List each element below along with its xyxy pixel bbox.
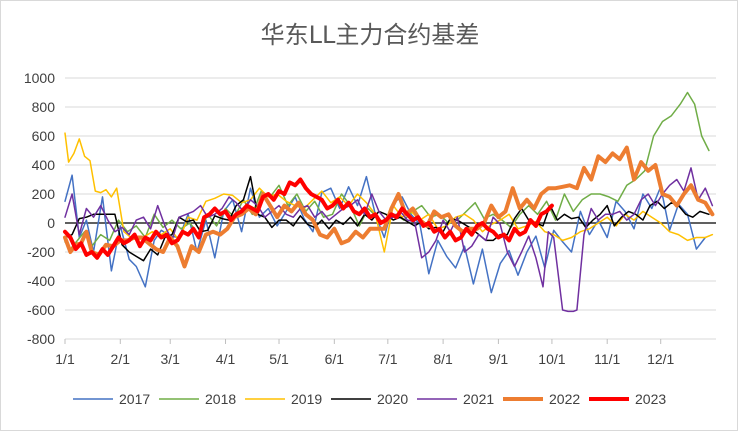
series-line-2021 <box>64 167 714 313</box>
legend-label-2022: 2022 <box>549 391 580 407</box>
x-tick-label: 12/1 <box>647 351 674 367</box>
x-axis: 1/1 2/1 3/1 4/1 5/1 6/1 7/1 8/1 9/1 10/1 11/1 12/1 <box>55 339 675 367</box>
series-line-2017 <box>64 174 707 294</box>
x-tick-label: 1/1 <box>55 351 75 367</box>
legend: 2017 2018 2019 2020 2021 2022 2023 <box>73 391 666 407</box>
legend-label-2023: 2023 <box>635 391 666 407</box>
x-tick-label: 5/1 <box>269 351 289 367</box>
y-tick-label: -400 <box>27 273 55 289</box>
series-lines <box>63 91 715 313</box>
x-tick-label: 2/1 <box>111 351 131 367</box>
y-tick-label: 0 <box>47 215 55 231</box>
legend-label-2017: 2017 <box>119 391 150 407</box>
x-tick-label: 7/1 <box>378 351 398 367</box>
x-tick-label: 10/1 <box>538 351 565 367</box>
legend-label-2021: 2021 <box>463 391 494 407</box>
series-line-2023 <box>63 177 554 260</box>
y-axis: -800 -600 -400 -200 0 200 400 600 800 1000 <box>24 70 55 347</box>
x-tick-label: 8/1 <box>433 351 453 367</box>
y-tick-label: -800 <box>27 331 55 347</box>
y-tick-label: 400 <box>32 157 56 173</box>
y-tick-label: 1000 <box>24 70 55 86</box>
x-tick-label: 9/1 <box>489 351 509 367</box>
x-tick-label: 6/1 <box>325 351 345 367</box>
series-line-2022 <box>63 145 715 269</box>
legend-label-2020: 2020 <box>377 391 408 407</box>
legend-label-2018: 2018 <box>205 391 236 407</box>
y-tick-label: 200 <box>32 186 56 202</box>
chart-title: 华东LL主力合约基差 <box>260 21 480 49</box>
y-tick-label: 600 <box>32 128 56 144</box>
y-tick-label: 800 <box>32 99 56 115</box>
y-tick-label: -200 <box>27 244 55 260</box>
legend-label-2019: 2019 <box>291 391 322 407</box>
series-line-2020 <box>64 175 710 262</box>
series-line-2019 <box>64 132 714 253</box>
x-tick-label: 11/1 <box>594 351 620 367</box>
grid-lines <box>65 77 716 340</box>
x-tick-label: 3/1 <box>160 351 180 367</box>
y-tick-label: -600 <box>27 302 55 318</box>
x-tick-label: 4/1 <box>216 351 236 367</box>
